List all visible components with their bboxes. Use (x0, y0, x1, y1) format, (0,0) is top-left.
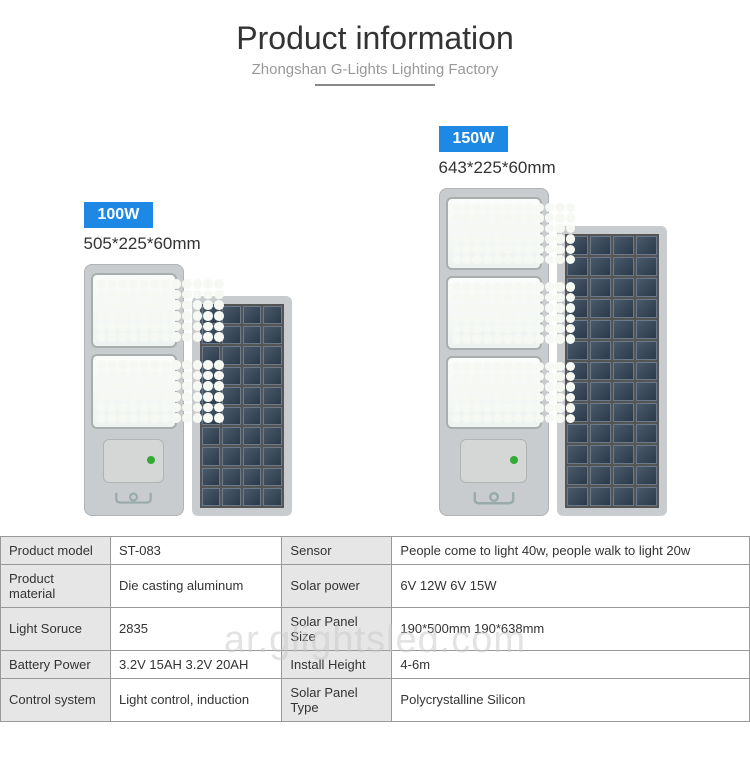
title-underline (315, 84, 435, 86)
product-column: 100W 505*225*60mm (84, 202, 292, 516)
spec-label: Control system (1, 678, 111, 721)
led-panel (446, 197, 542, 270)
spec-value: 6V 12W 6V 15W (392, 564, 750, 607)
led-panel (446, 356, 542, 429)
led-panel (91, 273, 177, 348)
wattage-badge: 150W (439, 126, 509, 152)
table-row: Control system Light control, inductionS… (1, 678, 750, 721)
led-panel (91, 354, 177, 429)
led-panel (446, 276, 542, 349)
spec-value: People come to light 40w, people walk to… (392, 536, 750, 564)
product-dimensions: 505*225*60mm (84, 234, 201, 254)
spec-label: Solar Panel Type (282, 678, 392, 721)
street-light-front (439, 188, 549, 516)
spec-value: 2835 (111, 607, 282, 650)
product-image-pair (439, 188, 667, 516)
spec-value: Polycrystalline Silicon (392, 678, 750, 721)
table-row: Battery Power3.2V 15AH 3.2V 20AHInstall … (1, 650, 750, 678)
spec-value: 190*500mm 190*638mm (392, 607, 750, 650)
spec-label: Sensor (282, 536, 392, 564)
product-dimensions: 643*225*60mm (439, 158, 556, 178)
page-subtitle: Zhongshan G-Lights Lighting Factory (0, 61, 750, 78)
product-image-pair (84, 264, 292, 516)
spec-label: Install Height (282, 650, 392, 678)
spec-value: 4-6m (392, 650, 750, 678)
spec-value: Die casting aluminum (111, 564, 282, 607)
spec-label: Battery Power (1, 650, 111, 678)
spec-label: Solar Panel Size (282, 607, 392, 650)
control-box (103, 439, 163, 483)
spec-label: Light Soruce (1, 607, 111, 650)
spec-value: Light control, induction (111, 678, 282, 721)
spec-label: Product material (1, 564, 111, 607)
spec-value: 3.2V 15AH 3.2V 20AH (111, 650, 282, 678)
control-box (460, 439, 527, 483)
spec-value: ST-083 (111, 536, 282, 564)
mount-bracket-icon (112, 487, 155, 507)
product-gallery: 100W 505*225*60mm 150W 643*225*60mm (0, 96, 750, 536)
table-row: Product modelST-083SensorPeople come to … (1, 536, 750, 564)
spec-table: Product modelST-083SensorPeople come to … (0, 536, 750, 722)
spec-label: Solar power (282, 564, 392, 607)
street-light-front (84, 264, 184, 516)
spec-label: Product model (1, 536, 111, 564)
table-row: Product materialDie casting aluminumSola… (1, 564, 750, 607)
page-title: Product information (0, 20, 750, 57)
header: Product information Zhongshan G-Lights L… (0, 0, 750, 96)
wattage-badge: 100W (84, 202, 154, 228)
mount-bracket-icon (470, 487, 518, 507)
solar-panel-back (557, 226, 667, 516)
product-column: 150W 643*225*60mm (439, 126, 667, 516)
table-row: Light Soruce2835Solar Panel Size190*500m… (1, 607, 750, 650)
